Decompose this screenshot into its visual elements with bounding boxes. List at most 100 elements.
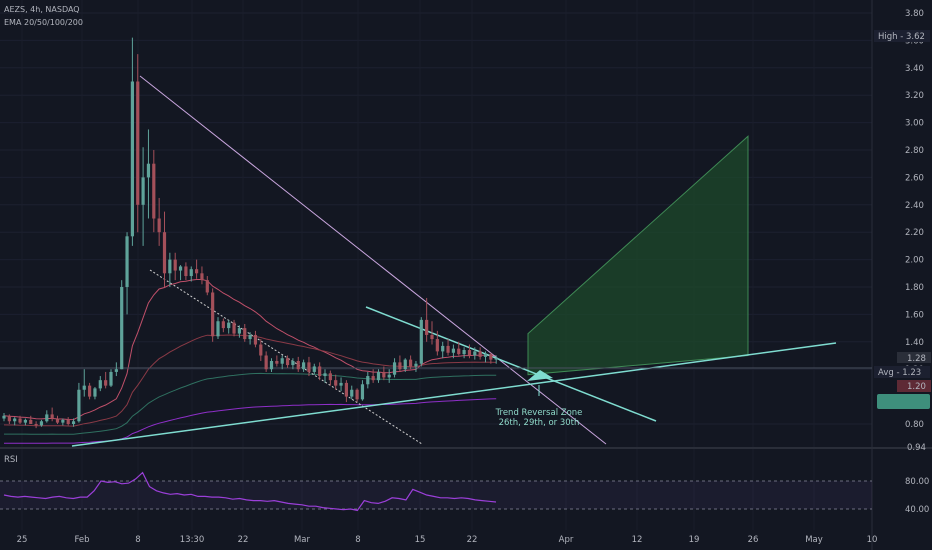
trendlines	[0, 75, 872, 447]
candle	[2, 413, 6, 422]
time-tick: 22	[238, 535, 249, 545]
candle	[141, 147, 145, 246]
candle	[93, 387, 97, 400]
candle	[275, 355, 279, 367]
price-tick: 3.00	[905, 119, 924, 129]
time-tick: 13:30	[180, 535, 205, 545]
candle	[243, 323, 247, 342]
indicator-header: EMA 20/50/100/200	[4, 18, 83, 27]
candle	[88, 382, 92, 400]
candle	[489, 352, 493, 364]
candle	[334, 374, 338, 390]
candle	[146, 129, 151, 219]
candle	[136, 54, 140, 233]
price-axis: 3.803.603.403.203.002.802.602.402.202.00…	[905, 9, 929, 515]
candle	[403, 358, 407, 372]
candle	[50, 407, 54, 422]
candle	[178, 265, 183, 281]
candle	[13, 417, 17, 426]
time-tick: 25	[17, 535, 28, 545]
target-zone-box	[527, 135, 749, 376]
time-tick: 8	[135, 535, 140, 545]
candle	[39, 419, 44, 427]
candle	[125, 232, 129, 315]
candle	[382, 366, 386, 381]
candle	[7, 414, 11, 424]
candle	[221, 318, 225, 333]
time-tick: Feb	[74, 535, 89, 545]
reversal-zone-marker	[527, 370, 553, 381]
time-tick: May	[805, 535, 823, 545]
high-tag: High - 3.62	[878, 32, 925, 42]
candle	[376, 369, 381, 383]
candle	[328, 370, 332, 386]
channel-upper-line	[365, 306, 657, 422]
ema-100-line	[4, 372, 497, 435]
price-tick: 2.00	[905, 256, 924, 266]
candle	[302, 359, 306, 372]
candle	[269, 358, 274, 372]
candle	[425, 297, 429, 342]
candle	[355, 388, 359, 403]
candle	[45, 410, 49, 423]
annotation-group: Trend Reversal Zone 26th, 29th, or 30th	[495, 408, 583, 428]
candle	[109, 369, 113, 388]
candle	[323, 369, 327, 383]
candle	[66, 417, 70, 426]
candle	[104, 371, 108, 389]
candle	[71, 418, 76, 427]
candle	[291, 358, 295, 370]
candle	[82, 369, 86, 397]
price-tick: 1.80	[905, 283, 924, 293]
candle	[457, 341, 461, 356]
candle	[152, 150, 156, 233]
avg-tag: Avg - 1.23	[878, 368, 921, 378]
candle	[446, 339, 450, 356]
rsi-band-fill	[0, 481, 872, 509]
bottom-partial-tag: 0.94	[907, 443, 926, 453]
candle	[467, 344, 472, 359]
time-tick: 22	[467, 535, 478, 545]
rsi-line	[3, 471, 497, 512]
time-tick: 8	[355, 535, 360, 545]
price-tick: 2.20	[905, 228, 924, 238]
candle	[232, 319, 236, 337]
candle	[227, 319, 231, 334]
candle	[61, 418, 65, 426]
candle	[392, 358, 397, 378]
rsi-tick: 80.00	[905, 477, 929, 487]
annotation-line1: Trend Reversal Zone	[495, 408, 583, 418]
candle	[414, 360, 418, 372]
candle	[435, 330, 439, 356]
candle	[189, 266, 193, 282]
candle	[387, 369, 391, 383]
price-tags: High - 3.62 1.28 Avg - 1.23 1.20 0.94	[874, 30, 931, 453]
candle	[419, 317, 423, 367]
candle	[494, 355, 498, 364]
candle	[184, 262, 188, 281]
candle	[259, 339, 263, 361]
avg-tag-bg	[874, 366, 930, 378]
candle	[34, 421, 38, 429]
candle	[409, 355, 413, 370]
rsi-tick: 40.00	[905, 505, 929, 515]
annotation-line2: 26th, 29th, or 30th	[499, 418, 580, 428]
candle	[211, 288, 215, 342]
price-tick: 0.80	[905, 420, 924, 430]
price-tick: 1.60	[905, 310, 924, 320]
candle	[157, 197, 161, 246]
price-tick: 3.20	[905, 91, 924, 101]
candle	[264, 351, 268, 372]
ema-200-line	[4, 398, 497, 444]
candle	[360, 380, 365, 401]
candle	[130, 37, 134, 246]
candle	[23, 418, 27, 426]
candle	[195, 259, 199, 279]
dotted-support-line	[149, 269, 423, 445]
target-zone	[527, 135, 749, 376]
candle	[253, 330, 258, 348]
candles	[2, 37, 498, 429]
current-tag: 1.28	[907, 354, 926, 364]
time-tick: 12	[632, 535, 643, 545]
